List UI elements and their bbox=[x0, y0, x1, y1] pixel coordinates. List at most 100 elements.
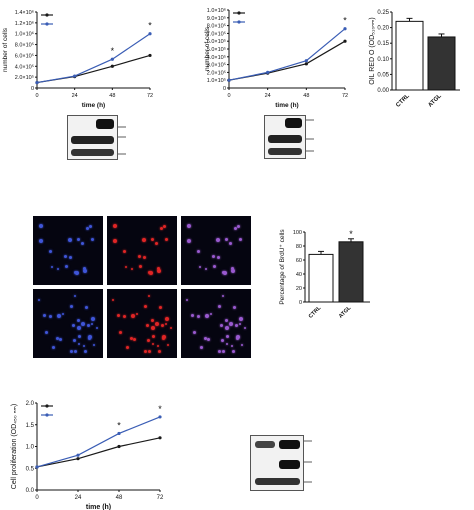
nucleus-dot bbox=[69, 256, 72, 259]
micro-atgl-dapi bbox=[33, 289, 103, 358]
blot-2-band-1 bbox=[285, 118, 302, 128]
nucleus-dot bbox=[70, 350, 73, 353]
nucleus-dot bbox=[130, 337, 133, 340]
chart-3-y-tick-label: 0.25 bbox=[377, 10, 389, 16]
chart-2-y-tick-label: 9.0×10⁵ bbox=[207, 15, 226, 22]
chart-3-category-label: ATGL bbox=[427, 93, 443, 109]
chart-1-y-tick-label: 8.0×10⁵ bbox=[15, 42, 34, 49]
nucleus-dot bbox=[148, 295, 150, 297]
blot-3-band-4 bbox=[255, 478, 300, 485]
nucleus-dot bbox=[96, 327, 98, 329]
chart-2-series-2-point bbox=[266, 70, 270, 74]
chart-5-x-tick-label: 72 bbox=[157, 495, 164, 501]
nucleus-dot bbox=[231, 345, 233, 347]
micro-atgl-merge bbox=[181, 289, 251, 358]
chart-5-x-axis-label: time (h) bbox=[86, 504, 111, 510]
nucleus-dot bbox=[237, 225, 240, 228]
nucleus-dot bbox=[233, 306, 236, 309]
nucleus-dot bbox=[131, 268, 133, 270]
blot-2-band-2 bbox=[268, 135, 302, 143]
nucleus-dot bbox=[131, 314, 135, 318]
nucleus-dot bbox=[197, 250, 200, 253]
nucleus-dot bbox=[225, 326, 229, 330]
nucleus-dot bbox=[229, 322, 233, 326]
chart-5-series-1-line bbox=[36, 437, 161, 468]
nucleus-dot bbox=[239, 238, 242, 241]
nucleus-dot bbox=[217, 256, 220, 259]
nucleus-dot bbox=[83, 345, 85, 347]
nucleus-dot bbox=[77, 326, 81, 330]
chart-4-y-tick-label: 40 bbox=[296, 272, 302, 278]
chart-1-x-axis-label: time (h) bbox=[82, 102, 105, 109]
chart-1-series-1-line bbox=[36, 54, 151, 84]
chart-1-series-1-point bbox=[148, 53, 152, 58]
nucleus-dot bbox=[204, 337, 207, 340]
chart-1-y-tick-label: 1.0×10⁶ bbox=[15, 31, 34, 38]
nucleus-dot bbox=[57, 268, 59, 270]
chart-1-legend-series-2-marker bbox=[45, 22, 49, 26]
nucleus-dot bbox=[83, 267, 86, 270]
nucleus-dot bbox=[113, 239, 117, 243]
nucleus-dot bbox=[38, 299, 40, 301]
chart-3-category-label: CTRL bbox=[395, 93, 411, 109]
chart-2-significance-star: * bbox=[343, 16, 347, 26]
chart-1-y-tick-label: 0 bbox=[31, 86, 34, 92]
nucleus-dot bbox=[239, 317, 243, 321]
nucleus-dot bbox=[165, 317, 169, 321]
nucleus-dot bbox=[68, 238, 72, 242]
chart-2-series-2-point bbox=[343, 27, 347, 31]
chart-2-x-tick-label: 24 bbox=[265, 93, 271, 99]
nucleus-dot bbox=[39, 239, 43, 243]
nucleus-dot bbox=[57, 314, 61, 318]
chart-2-legend-series-1-marker bbox=[237, 11, 241, 15]
chart-3-bar-ctrl bbox=[395, 20, 424, 91]
western-blot-1 bbox=[67, 115, 118, 160]
chart-1-series-2-line bbox=[36, 33, 151, 84]
blot-1-band-1 bbox=[96, 119, 114, 129]
chart-4-y-tick-label: 20 bbox=[296, 286, 302, 292]
nucleus-dot bbox=[163, 225, 166, 228]
chart-1-significance-star: * bbox=[148, 21, 152, 31]
chart-2-y-tick-label: 0 bbox=[223, 86, 226, 92]
chart-2-series-1-point bbox=[343, 39, 347, 43]
chart-1-y-axis-label: number of cells bbox=[2, 27, 9, 72]
chart-5-series-2-line bbox=[36, 416, 161, 468]
nucleus-dot bbox=[151, 326, 155, 330]
chart-2-series-1-point bbox=[304, 62, 308, 66]
chart-5-series-2-point bbox=[117, 431, 121, 436]
chart-3-y-axis-label: OIL RED O (OD₅₁₀ₙₘ) bbox=[369, 17, 376, 84]
blot-2-band-3 bbox=[268, 148, 302, 155]
nucleus-dot bbox=[157, 269, 161, 273]
nucleus-dot bbox=[162, 337, 165, 340]
nucleus-dot bbox=[70, 305, 73, 308]
chart-5-y-tick-label: 1.0 bbox=[26, 445, 35, 451]
nucleus-dot bbox=[241, 344, 243, 346]
chart-5-series-2-point bbox=[76, 453, 80, 457]
nucleus-dot bbox=[205, 314, 209, 318]
chart-4-bar-atgl bbox=[338, 241, 364, 303]
chart-5-x-tick-label: 48 bbox=[116, 495, 123, 501]
chart-1-series-2-point bbox=[35, 80, 39, 85]
chart-2-y-tick-label: 3.0×10⁵ bbox=[207, 62, 226, 69]
nucleus-dot bbox=[234, 227, 237, 230]
nucleus-dot bbox=[161, 324, 164, 327]
chart-5-legend-series-2-marker bbox=[45, 413, 49, 417]
nucleus-dot bbox=[151, 238, 154, 241]
nucleus-dot bbox=[73, 339, 76, 342]
chart-4-significance-star: * bbox=[349, 229, 353, 239]
nucleus-dot bbox=[210, 313, 212, 315]
nucleus-dot bbox=[64, 255, 67, 258]
nucleus-dot bbox=[222, 295, 224, 297]
chart-2-series-1-line bbox=[228, 40, 346, 81]
nucleus-dot bbox=[74, 295, 76, 297]
chart-5-x-tick-label: 0 bbox=[35, 495, 39, 501]
chart-4-y-tick-label: 80 bbox=[296, 244, 302, 250]
nucleus-dot bbox=[216, 238, 220, 242]
chart-5-y-tick-label: 0.5 bbox=[26, 466, 35, 472]
nucleus-dot bbox=[226, 343, 228, 345]
nucleus-dot bbox=[167, 344, 169, 346]
nucleus-dot bbox=[144, 350, 147, 353]
nucleus-dot bbox=[75, 271, 79, 275]
chart-2-x-tick-label: 72 bbox=[342, 93, 348, 99]
micro-ctrl-dapi bbox=[33, 216, 103, 285]
